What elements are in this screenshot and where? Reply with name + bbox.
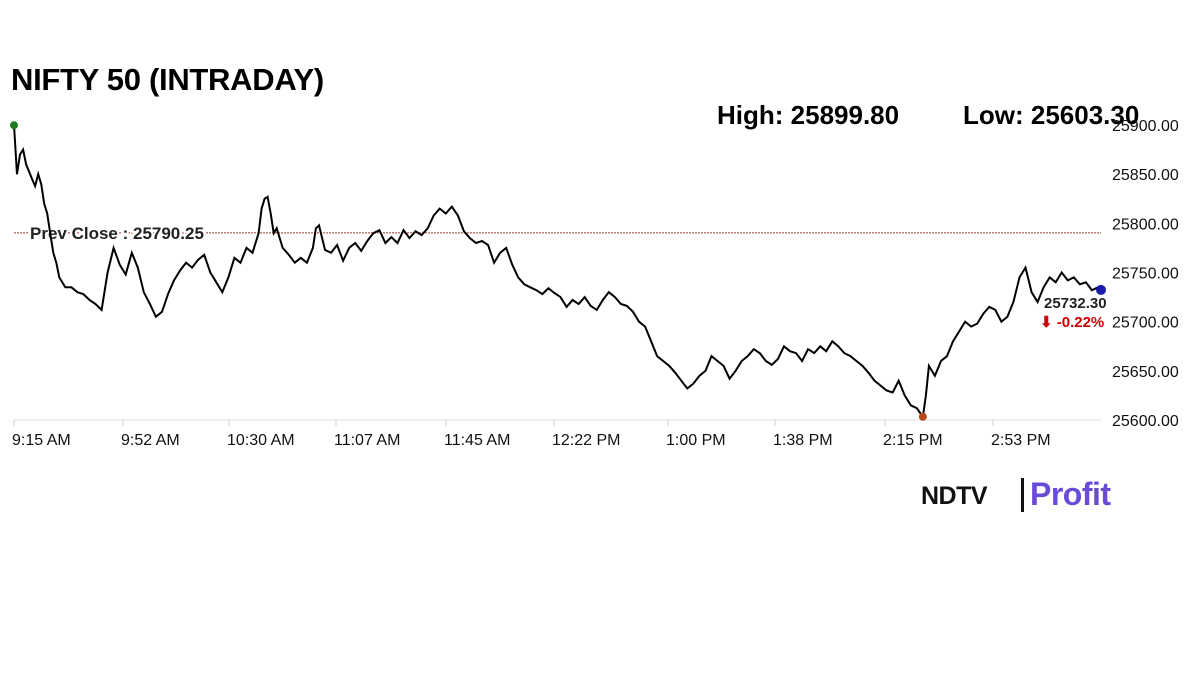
logo-ndtv-text: NDTV [921,482,988,510]
high-value: High: 25899.80 [717,100,900,130]
last-price-label: 25732.30 [1044,295,1107,312]
chart-title: NIFTY 50 (INTRADAY) [11,62,324,97]
y-tick-label: 25650.00 [1112,364,1179,381]
x-tick-label: 10:30 AM [227,432,295,449]
low-marker [918,412,927,421]
y-tick-label: 25600.00 [1112,413,1179,430]
y-axis: 25900.00 25850.00 25800.00 25750.00 25700.00… [1112,118,1179,430]
low-value: Low: 25603.30 [963,100,1140,130]
y-tick-label: 25750.00 [1112,266,1179,283]
x-tick-label: 1:00 PM [666,432,726,449]
x-tick-label: 2:53 PM [991,432,1051,449]
high-marker [10,121,18,130]
prev-close-label: Prev Close : 25790.25 [30,224,204,243]
price-line [13,125,1102,420]
y-tick-label: 25850.00 [1112,167,1179,184]
logo-profit-text: Profit [1030,476,1111,512]
y-tick-label: 25800.00 [1112,216,1179,233]
x-tick-label: 9:15 AM [12,432,71,449]
logo-separator [1021,478,1024,512]
last-change-label: ⬇ -0.22% [1040,314,1104,331]
y-tick-label: 25700.00 [1112,315,1179,332]
x-tick-label: 12:22 PM [552,432,620,449]
x-tick-label: 9:52 AM [121,432,180,449]
x-axis: 9:15 AM 9:52 AM 10:30 AM 11:07 AM 11:45 AM 12… [12,419,1101,449]
last-price-marker [1096,284,1106,295]
y-tick-label: 25900.00 [1112,118,1179,135]
x-tick-label: 11:07 AM [334,432,400,449]
x-tick-label: 11:45 AM [444,432,510,449]
x-tick-label: 1:38 PM [773,432,833,449]
x-tick-label: 2:15 PM [883,432,943,449]
